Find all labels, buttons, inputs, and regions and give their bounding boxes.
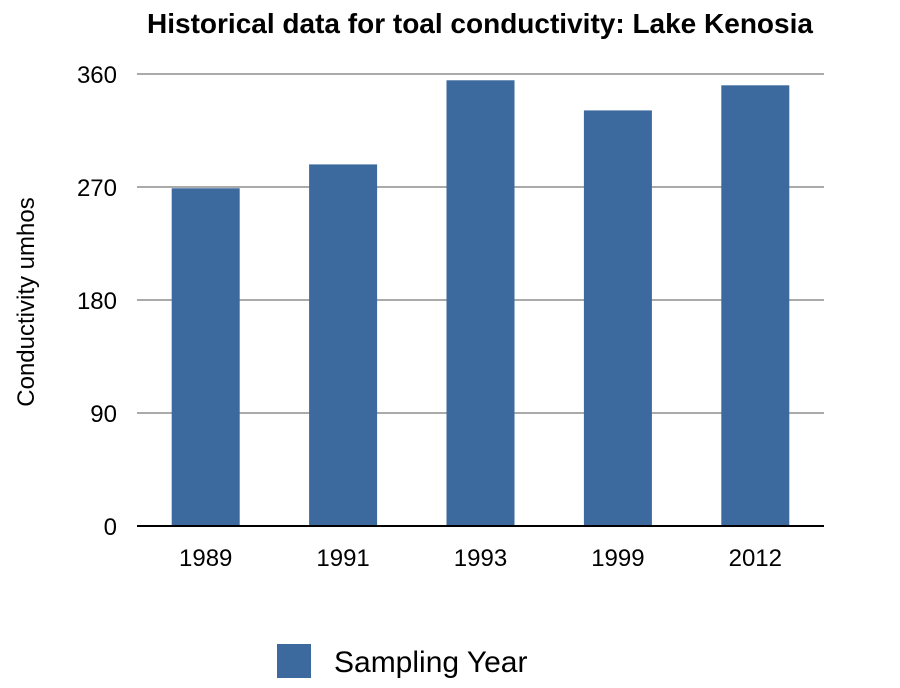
y-tick-label: 90 [90,401,117,428]
bar-1989 [171,188,240,526]
bars [171,80,790,527]
bar-1991 [309,164,378,526]
y-axis-label: Conductivity umhos [13,197,40,406]
chart-title: Historical data for toal conductivity: L… [147,8,813,39]
bar-1999 [583,110,652,527]
x-tick-label: 2012 [729,545,782,572]
x-tick-label: 1993 [454,545,507,572]
legend-swatch [277,644,311,678]
x-tick-label: 1991 [316,545,369,572]
legend-label: Sampling Year [334,646,527,679]
y-tick-label: 270 [77,175,117,202]
x-tick-label: 1999 [591,545,644,572]
x-tick-label: 1989 [179,545,232,572]
legend: Sampling Year [277,644,527,679]
y-tick-labels: 0 90 180 270 360 [77,62,117,541]
bar-2012 [721,85,790,527]
y-tick-label: 180 [77,288,117,315]
y-tick-label: 0 [104,514,117,541]
bar-1993 [446,80,515,527]
y-tick-label: 360 [77,62,117,89]
x-tick-labels: 1989 1991 1993 1999 2012 [179,545,782,572]
